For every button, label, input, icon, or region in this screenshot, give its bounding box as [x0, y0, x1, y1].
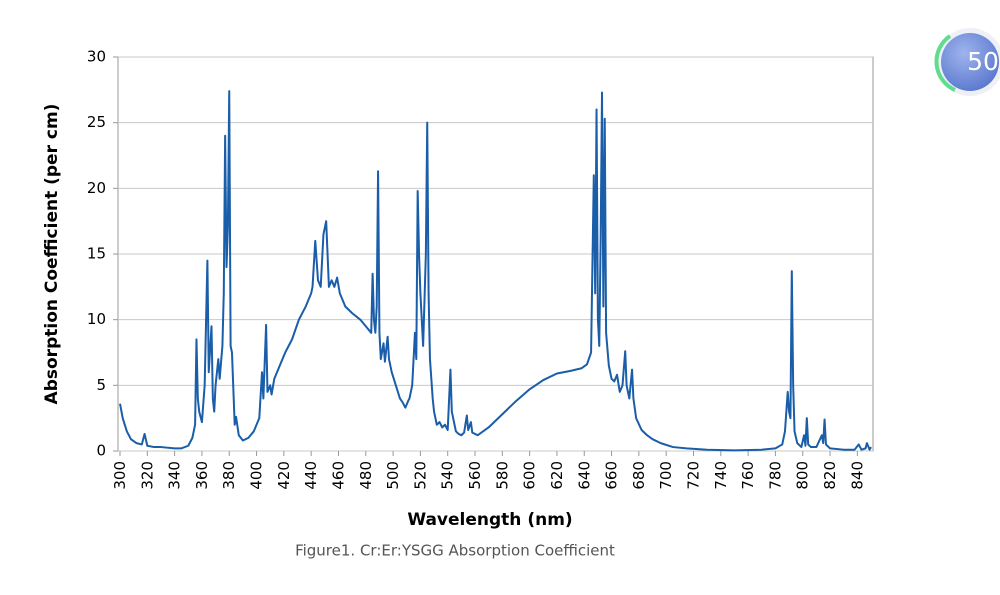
x-tick-label: 680: [630, 461, 648, 490]
x-tick-label: 560: [466, 461, 484, 490]
x-tick-label: 700: [657, 461, 675, 490]
x-tick-label: 720: [684, 461, 702, 490]
x-tick-label: 580: [493, 461, 511, 490]
x-tick-label: 460: [329, 461, 347, 490]
x-tick-label: 760: [739, 461, 757, 490]
x-tick-label: 300: [111, 461, 129, 490]
x-tick-label: 380: [220, 461, 238, 490]
y-tick-label: 25: [87, 113, 106, 131]
y-tick-label: 10: [87, 310, 106, 328]
x-tick-label: 800: [794, 461, 812, 490]
x-tick-label: 620: [548, 461, 566, 490]
x-axis-title: Wavelength (nm): [407, 510, 572, 530]
x-tick-label: 420: [275, 461, 293, 490]
x-tick-label: 500: [384, 461, 402, 490]
y-tick-label: 15: [87, 245, 106, 263]
caption: Figure1. Cr:Er:YSGG Absorption Coefficie…: [295, 542, 615, 560]
x-tick-label: 820: [821, 461, 839, 490]
x-tick-label: 600: [521, 461, 539, 490]
x-tick-label: 660: [603, 461, 621, 490]
badge: 50: [934, 28, 1000, 96]
y-axis-title: Absorption Coefficient (per cm): [42, 104, 62, 405]
y-tick-label: 20: [87, 179, 106, 197]
x-tick-label: 840: [848, 461, 866, 490]
x-tick-label: 640: [575, 461, 593, 490]
x-tick-label: 440: [302, 461, 320, 490]
y-tick-label: 0: [96, 442, 106, 460]
badge-arc: [934, 34, 956, 92]
badge-text: 50: [967, 47, 999, 76]
x-tick-label: 340: [166, 461, 184, 490]
x-tick-label: 400: [248, 461, 266, 490]
x-tick-label: 480: [357, 461, 375, 490]
x-tick-label: 520: [411, 461, 429, 490]
y-tick-label: 30: [87, 48, 106, 66]
x-tick-label: 320: [138, 461, 156, 490]
x-tick-label: 780: [766, 461, 784, 490]
x-tick-label: 740: [712, 461, 730, 490]
data-line: [119, 90, 872, 452]
badge-circle: [941, 33, 999, 91]
x-tick-label: 540: [439, 461, 457, 490]
y-tick-label: 5: [96, 376, 106, 394]
x-tick-label: 360: [193, 461, 211, 490]
